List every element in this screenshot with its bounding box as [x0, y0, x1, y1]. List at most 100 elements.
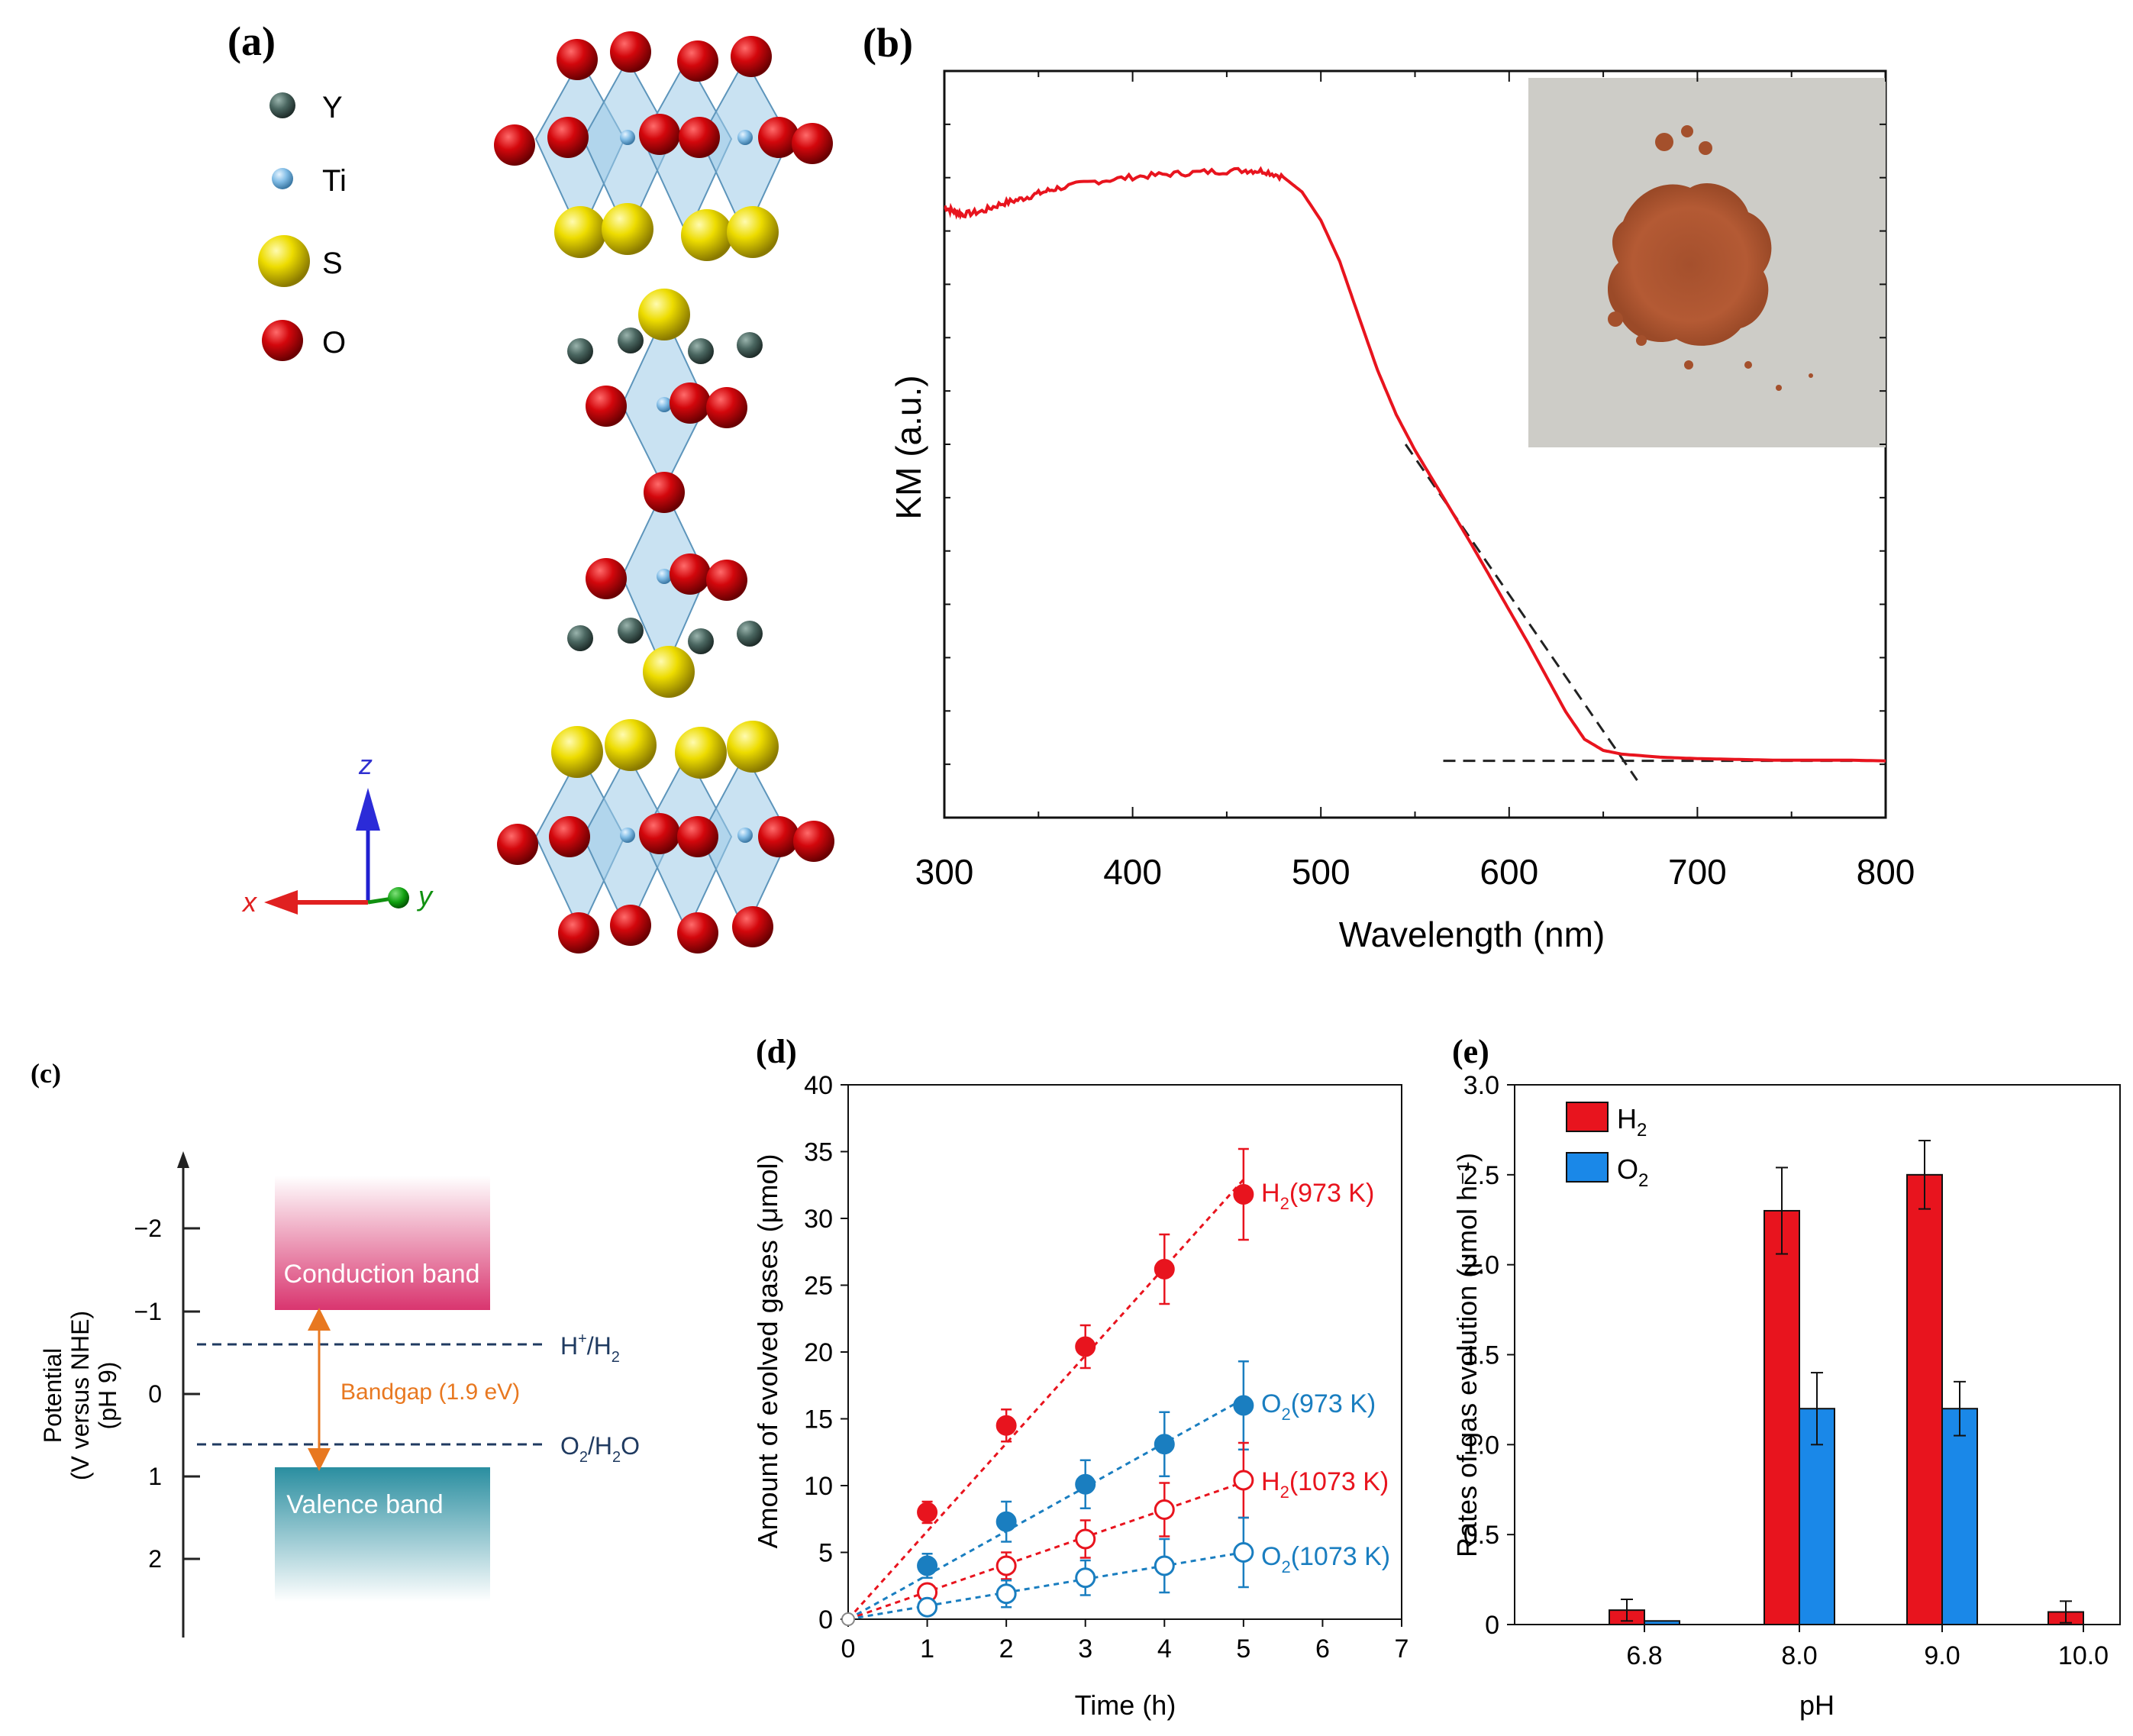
potential-tick-label: 2	[148, 1545, 162, 1573]
legend-o2-label: O2	[1617, 1154, 1648, 1191]
y-atom-5	[618, 618, 644, 644]
s-atom-4	[638, 289, 690, 340]
axes-d: 0 1 2 3 4 5 6 7 0 5 10 15 20 25 30 35 40	[804, 1071, 1409, 1663]
series-d-1: O2(973 K)	[847, 1360, 1376, 1621]
ti-atom-9	[737, 828, 753, 843]
o-atom-20	[677, 816, 718, 857]
x-axis-label-b: Wavelength (nm)	[1339, 915, 1605, 954]
y-atom-7	[737, 621, 763, 647]
panel-label-b: (b)	[863, 20, 913, 66]
x-tick-label-e: 9.0	[1924, 1641, 1960, 1670]
s-atom-1	[602, 203, 653, 255]
s-atom-3	[727, 206, 779, 258]
o-atom-16	[706, 560, 747, 601]
potential-label-line-3: (pH 9)	[94, 1362, 121, 1430]
data-point	[917, 1596, 938, 1618]
x-tick-label-d: 3	[1078, 1634, 1092, 1663]
x-axis-label-d: Time (h)	[1075, 1689, 1176, 1721]
x-tick-label-d: 1	[920, 1634, 934, 1663]
x-tick-label-b: 500	[1292, 852, 1350, 892]
o-atom-15	[670, 553, 711, 595]
x-arrow-head	[264, 890, 298, 915]
y-tick-label-d: 10	[804, 1472, 833, 1501]
y-tick-label-e: 3.0	[1463, 1071, 1499, 1100]
y-atom-2	[688, 338, 714, 364]
series-label-sub: 2	[1281, 1405, 1290, 1424]
series-d: H2(973 K)O2(973 K)H2(1073 K)O2(1073 K)	[841, 1147, 1390, 1626]
y-atom-3	[737, 332, 763, 358]
series-label-main: H	[1261, 1179, 1280, 1208]
valence-band	[275, 1467, 490, 1602]
series-label-rest: (1073 K)	[1291, 1542, 1390, 1571]
o-atom-24	[610, 905, 651, 946]
potential-tick-label: 1	[148, 1463, 162, 1490]
bar-o2	[1941, 1408, 1978, 1625]
o-atom-7	[679, 117, 720, 158]
powder-pile	[1608, 183, 1772, 346]
powder-grain-0	[1655, 133, 1673, 151]
bars-e	[1609, 1140, 2084, 1626]
legend-e: H2 O2	[1566, 1102, 1648, 1191]
panel-e: (e) 0 0.5 1.0 1.5 2.0 2.5 3.0 6.8 8.0 9.0 10.0 H2 …	[1451, 1033, 2121, 1721]
o-atom-10	[586, 386, 627, 427]
axis-z-label: z	[358, 749, 373, 780]
o2-h2o-label: O2/H2O	[560, 1432, 640, 1466]
o-atom-3	[731, 36, 772, 77]
bar-h2	[1906, 1173, 1943, 1626]
o-atom-22	[793, 821, 834, 862]
x-tick-label-d: 0	[841, 1634, 856, 1663]
series-label-main: H	[1261, 1467, 1280, 1496]
data-point	[1075, 1528, 1096, 1550]
y-tick-label-d: 25	[804, 1272, 833, 1301]
bar-o2	[1644, 1620, 1680, 1625]
data-point	[1233, 1184, 1254, 1205]
potential-tick-label: −1	[134, 1298, 162, 1325]
o-atom-19	[639, 813, 680, 854]
x-tick-label-d: 7	[1395, 1634, 1409, 1663]
ti-atom-7	[620, 828, 635, 843]
data-point	[1154, 1434, 1175, 1455]
series-label-main: O	[1261, 1389, 1281, 1418]
legend-o-sphere	[262, 320, 303, 361]
o-atom-13	[644, 472, 685, 513]
series-label-sub: 2	[1280, 1194, 1289, 1213]
legend-h2-swatch	[1566, 1102, 1609, 1132]
panel-b: (b) 300 400 500 600 700 800 Wavelength (nm) K…	[863, 20, 1915, 954]
bandgap-label: Bandgap (1.9 eV)	[340, 1379, 520, 1405]
s-atom-7	[605, 719, 657, 771]
bar-h2	[1764, 1209, 1800, 1625]
panel-label-c: (c)	[31, 1058, 61, 1089]
s-atom-8	[675, 727, 727, 779]
plot-frame-d	[847, 1084, 1402, 1620]
s-atom-5	[643, 646, 695, 698]
y-tick-label-e: 1.0	[1463, 1431, 1499, 1460]
powder-grain-4	[1636, 335, 1647, 346]
o-atom-18	[549, 816, 590, 857]
conduction-band-label: Conduction band	[283, 1260, 479, 1289]
potential-ticks: −2 −1 0 1 2	[134, 1215, 200, 1573]
y-tick-label-e: 0	[1485, 1611, 1499, 1640]
y-tick-label-d: 35	[804, 1138, 833, 1167]
series-label-rest: (973 K)	[1291, 1389, 1376, 1418]
potential-label-line-2: (V versus NHE)	[66, 1311, 94, 1480]
ti-atom-1	[620, 130, 635, 145]
series-label-d-3: O2(1073 K)	[1261, 1542, 1390, 1576]
x-tick-label-e: 8.0	[1781, 1641, 1817, 1670]
s-atom-0	[554, 206, 606, 258]
panel-a: (a) Y Ti S O z x y	[227, 18, 834, 954]
data-point	[917, 1502, 938, 1523]
data-point	[1075, 1473, 1096, 1495]
data-point	[1154, 1259, 1175, 1279]
series-d-2: H2(1073 K)	[847, 1441, 1389, 1621]
data-point	[996, 1415, 1017, 1436]
y-tick-label-d: 5	[818, 1539, 833, 1568]
x-tick-label-e: 6.8	[1626, 1641, 1662, 1670]
x-tick-labels-b: 300 400 500 600 700 800	[915, 852, 1915, 892]
ti-atom-5	[657, 569, 672, 584]
ti-atom-4	[657, 397, 672, 412]
legend-y-label: Y	[322, 91, 343, 124]
y-axis-ball	[388, 887, 409, 908]
legend-ti-label: Ti	[322, 164, 347, 198]
data-point	[996, 1511, 1017, 1532]
powder-grain-5	[1684, 360, 1693, 369]
